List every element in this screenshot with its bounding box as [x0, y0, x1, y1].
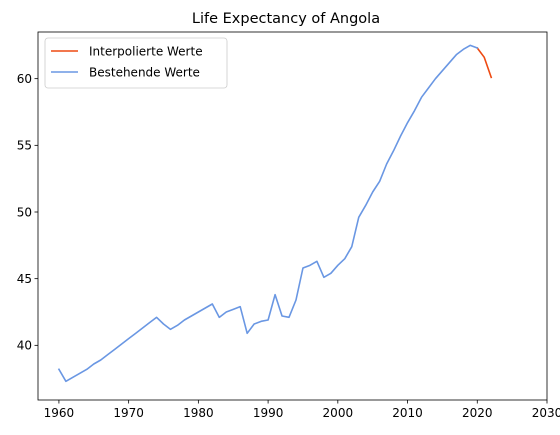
x-tick-label: 2030 [532, 406, 560, 420]
x-tick-label: 1980 [183, 406, 214, 420]
x-tick-label: 2000 [323, 406, 354, 420]
legend-label: Bestehende Werte [89, 66, 200, 80]
x-tick-label: 2010 [392, 406, 423, 420]
x-tick-label: 1970 [113, 406, 144, 420]
y-tick-label: 40 [17, 339, 32, 353]
y-tick-label: 60 [17, 72, 32, 86]
chart-title: Life Expectancy of Angola [192, 11, 380, 27]
legend-label: Interpolierte Werte [89, 45, 203, 59]
x-tick-label: 1960 [44, 406, 75, 420]
y-tick-label: 55 [17, 139, 32, 153]
y-tick-label: 50 [17, 205, 32, 219]
legend: Interpolierte Werte Bestehende Werte [45, 38, 227, 88]
y-tick-label: 45 [17, 272, 32, 286]
x-tick-label: 2020 [462, 406, 493, 420]
x-tick-label: 1990 [253, 406, 284, 420]
